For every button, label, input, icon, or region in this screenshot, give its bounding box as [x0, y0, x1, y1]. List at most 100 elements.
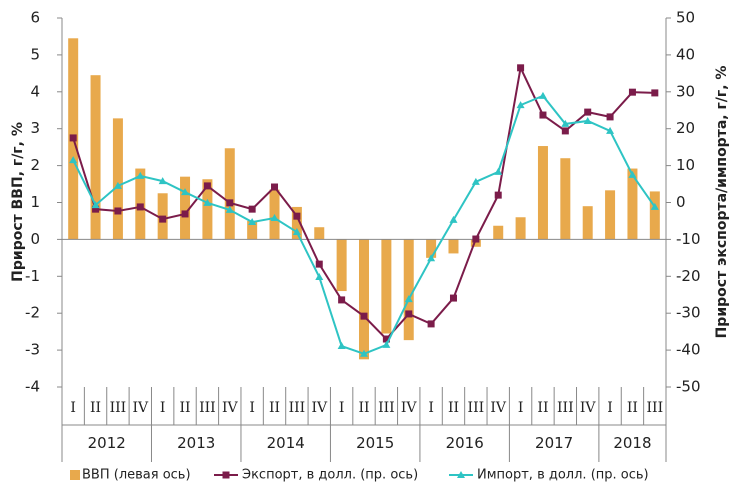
x-tick-label: IV	[401, 400, 418, 416]
marker	[337, 342, 346, 350]
x-tick-label: III	[557, 400, 574, 416]
bar	[224, 148, 235, 240]
year-label: 2012	[88, 434, 126, 452]
legend-marker	[222, 471, 230, 479]
y-tick-label: 1	[30, 193, 40, 211]
marker	[471, 177, 480, 185]
x-tick-label: III	[468, 400, 485, 416]
marker	[650, 202, 659, 210]
marker	[248, 218, 257, 226]
x-tick-label: IV	[580, 400, 597, 416]
marker	[606, 113, 614, 121]
marker	[539, 111, 547, 119]
marker	[517, 64, 525, 72]
x-tick-label: II	[269, 400, 280, 416]
marker	[516, 101, 525, 109]
x-tick-label: I	[70, 400, 76, 416]
x-tick-label: I	[160, 400, 166, 416]
x-tick-label: II	[537, 400, 548, 416]
y-tick-label: -3	[25, 341, 40, 359]
bar	[515, 217, 526, 240]
y-tick-label: 4	[30, 82, 40, 100]
y2-tick-label: 20	[676, 119, 695, 137]
x-tick-label: I	[249, 400, 255, 416]
marker	[494, 167, 503, 175]
marker	[606, 126, 615, 134]
marker	[628, 88, 636, 96]
marker	[315, 260, 323, 268]
bar	[582, 206, 593, 240]
y2-tick-label: 10	[676, 156, 695, 174]
bar	[448, 239, 459, 254]
legend-marker	[457, 471, 465, 478]
year-label: 2018	[613, 434, 651, 452]
bar	[560, 158, 571, 240]
x-tick-label: II	[180, 400, 191, 416]
y2-tick-label: -30	[676, 304, 701, 322]
marker	[136, 203, 144, 211]
x-tick-label: I	[518, 400, 524, 416]
marker	[382, 340, 391, 348]
marker	[158, 177, 167, 185]
marker	[651, 89, 659, 97]
bar	[403, 239, 414, 341]
legend-label: Импорт, в долл. (пр. ось)	[477, 468, 649, 483]
marker	[360, 349, 368, 357]
bar	[359, 239, 369, 360]
y-tick-label: -1	[25, 267, 40, 285]
bar	[291, 206, 302, 240]
marker	[292, 228, 301, 236]
y-tick-label: -2	[25, 304, 40, 322]
y2-tick-label: 0	[676, 193, 686, 211]
y2-axis-title: Прирост экспорта/импорта, г/г, %	[714, 66, 730, 339]
marker	[203, 182, 211, 190]
bar	[493, 225, 504, 240]
marker	[203, 198, 212, 206]
bar	[381, 239, 392, 334]
marker	[494, 191, 502, 199]
year-label: 2013	[177, 434, 215, 452]
marker	[561, 127, 569, 135]
marker	[248, 205, 256, 213]
y-tick-label: 3	[30, 119, 40, 137]
marker	[583, 116, 592, 124]
y-tick-label: 0	[30, 230, 40, 248]
marker	[382, 335, 390, 343]
y2-tick-label: 50	[676, 9, 695, 27]
marker	[405, 310, 413, 318]
bar	[112, 118, 123, 240]
marker	[69, 134, 77, 142]
x-tick-label: III	[378, 400, 395, 416]
marker	[404, 295, 413, 303]
marker	[226, 199, 234, 207]
x-tick-label: III	[199, 400, 216, 416]
y-tick-label: -4	[25, 378, 40, 396]
marker	[69, 156, 78, 164]
marker	[338, 296, 346, 304]
marker	[91, 201, 100, 209]
y2-tick-label: -50	[676, 378, 701, 396]
bar	[537, 146, 548, 240]
marker	[561, 119, 570, 127]
y2-tick-label: -10	[676, 230, 701, 248]
x-tick-label: IV	[490, 400, 507, 416]
x-tick-label: I	[428, 400, 434, 416]
y-tick-label: 2	[30, 156, 40, 174]
x-tick-label: II	[90, 400, 101, 416]
bar	[605, 190, 616, 240]
x-tick-label: III	[110, 400, 127, 416]
marker	[271, 183, 279, 191]
marker	[449, 215, 458, 223]
x-tick-label: I	[339, 400, 345, 416]
marker	[181, 210, 189, 218]
marker	[270, 213, 279, 221]
bar	[180, 176, 191, 240]
x-tick-label: III	[647, 400, 664, 416]
x-tick-label: I	[607, 400, 613, 416]
marker	[427, 320, 435, 328]
year-label: 2015	[356, 434, 394, 452]
year-label: 2017	[535, 434, 573, 452]
y2-tick-label: -40	[676, 341, 701, 359]
y-tick-label: 5	[30, 45, 40, 63]
